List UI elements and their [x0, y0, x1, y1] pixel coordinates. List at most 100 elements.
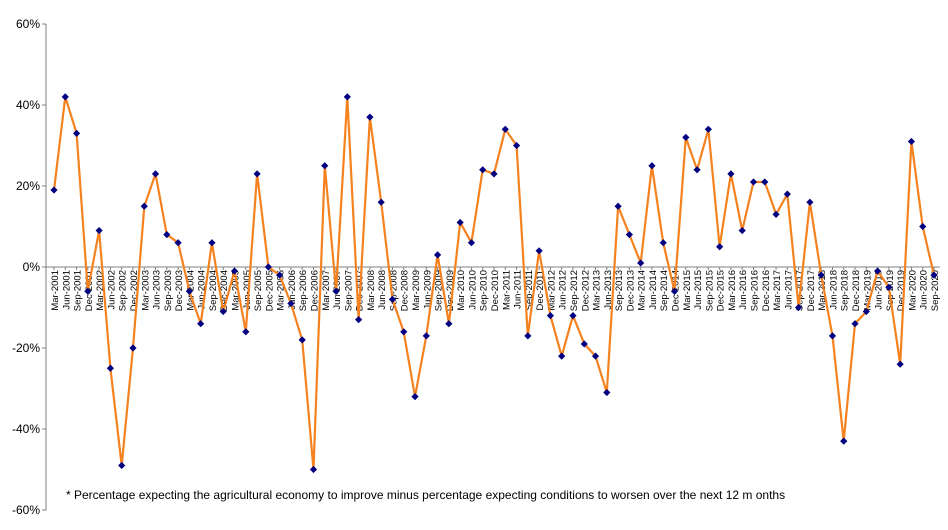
data-point [366, 113, 374, 121]
data-point [896, 360, 904, 368]
data-point [546, 312, 555, 320]
data-point [828, 332, 837, 340]
x-tick-label: Sep-2015 [704, 270, 715, 311]
y-tick-label: 0% [23, 260, 41, 274]
x-tick-label: Sep-2020 [930, 270, 941, 311]
x-tick-label: Dec-2016 [761, 270, 772, 311]
x-tick-label: Mar-2010 [456, 270, 467, 311]
data-point [648, 162, 656, 170]
data-point [862, 307, 870, 316]
data-point [603, 388, 611, 397]
x-tick-label: Mar-2019 [862, 270, 873, 311]
x-tick-label: Mar-2006 [276, 270, 287, 311]
data-point [817, 271, 825, 279]
data-point [84, 287, 92, 295]
x-tick-label: Mar-2012 [546, 270, 557, 311]
x-tick-labels: Mar-2001Jun-2001Sep-2001Dec-2001Mar-2002… [50, 270, 941, 311]
data-point [490, 170, 498, 178]
data-point [332, 287, 340, 295]
y-tick-label: 60% [16, 17, 40, 31]
y-tick-label: 20% [16, 179, 40, 193]
data-point [512, 141, 521, 150]
data-point [355, 316, 363, 324]
data-point [795, 303, 803, 312]
data-point [163, 231, 171, 239]
x-tick-label: Dec-2011 [535, 270, 546, 311]
x-tick-label: Jun-2013 [603, 270, 614, 310]
x-tick-label: Jun-2015 [693, 270, 704, 310]
data-point [242, 328, 250, 336]
x-tick-label: Sep-2016 [749, 270, 760, 311]
x-axis-ticks [53, 267, 935, 270]
data-point [625, 231, 633, 239]
data-point [524, 332, 532, 340]
data-point [682, 133, 690, 141]
x-tick-label: Sep-2005 [253, 270, 264, 311]
data-point [727, 170, 735, 178]
x-tick-label: Dec-2005 [264, 270, 275, 311]
x-tick-label: Dec-2015 [716, 270, 727, 311]
x-tick-label: Dec-2002 [129, 270, 140, 311]
x-tick-label: Mar-2002 [95, 270, 106, 311]
y-tick-labels: 60% 40% 20% 0% -20% -40% -60% [12, 17, 40, 517]
data-point [456, 218, 464, 227]
x-tick-label: Mar-2020 [907, 270, 918, 311]
x-tick-label: Dec-2003 [174, 270, 185, 311]
data-point [783, 190, 791, 198]
data-point [907, 137, 916, 146]
data-point [287, 299, 295, 308]
x-tick-label: Mar-2018 [817, 270, 828, 311]
data-point [106, 364, 115, 372]
data-point [873, 267, 882, 275]
data-point [140, 202, 148, 210]
data-point [535, 247, 543, 255]
x-tick-label: Dec-2012 [580, 270, 591, 311]
data-point [806, 198, 814, 206]
y-tick-label: -40% [12, 422, 40, 436]
data-point [614, 202, 622, 210]
data-point [174, 239, 182, 247]
x-tick-label: Mar-2007 [321, 270, 332, 311]
data-point [580, 340, 588, 348]
data-point [151, 170, 160, 178]
data-point [253, 170, 261, 178]
x-tick-label: Dec-2017 [806, 270, 817, 311]
data-point [558, 352, 566, 360]
data-point [637, 259, 645, 267]
x-tick-label: Mar-2014 [637, 270, 648, 311]
x-tick-label: Sep-2002 [118, 270, 129, 311]
x-tick-label: Sep-2010 [479, 270, 490, 311]
x-tick-label: Dec-2004 [219, 270, 230, 311]
x-tick-label: Mar-2016 [727, 270, 738, 311]
x-tick-label: Sep-2003 [163, 270, 174, 311]
data-point [749, 178, 758, 186]
data-point [670, 287, 679, 295]
data-point [50, 186, 58, 194]
data-point [704, 125, 712, 133]
x-tick-label: Jun-2009 [422, 270, 433, 310]
data-point [761, 178, 769, 186]
data-point [388, 295, 397, 303]
data-point [129, 344, 137, 352]
x-tick-label: Jun-2004 [197, 270, 208, 310]
x-tick-label: Mar-2013 [592, 270, 603, 311]
x-tick-label: Mar-2011 [501, 270, 512, 310]
x-tick-label: Sep-2011 [524, 270, 535, 311]
data-point [309, 465, 318, 474]
x-tick-label: Jun-2017 [783, 270, 794, 310]
x-tick-label: Jun-2008 [377, 270, 388, 310]
y-tick-label: 40% [16, 98, 40, 112]
data-point [411, 393, 419, 401]
data-point [930, 271, 938, 279]
y-axis [42, 23, 46, 511]
x-tick-label: Jun-2019 [874, 270, 885, 310]
x-tick-label: Jun-2016 [738, 270, 749, 310]
x-tick-label: Sep-2001 [73, 270, 84, 311]
data-point [61, 93, 69, 101]
x-tick-label: Sep-2008 [388, 270, 399, 311]
data-point [72, 129, 81, 137]
x-tick-label: Jun-2005 [242, 270, 253, 310]
x-tick-label: Sep-2018 [840, 270, 851, 311]
data-point [659, 239, 667, 247]
